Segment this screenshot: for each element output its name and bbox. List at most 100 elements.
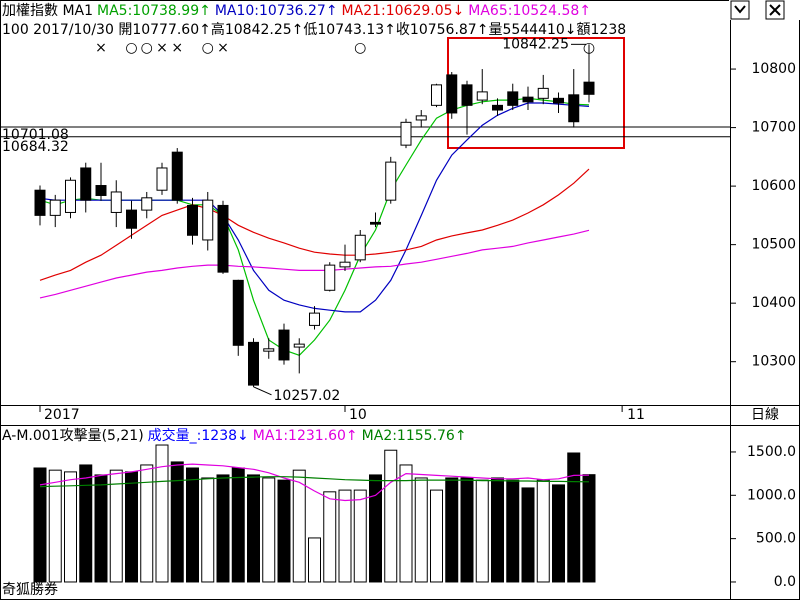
volume-bar: [445, 477, 459, 583]
candle-body: [217, 204, 229, 273]
candle-body: [537, 87, 549, 99]
header-item: MA5:10738.99↑: [97, 3, 211, 19]
candle-body: [431, 84, 442, 106]
header-item: MA10:10736.27↑: [215, 3, 338, 19]
candle-body: [65, 179, 76, 213]
header-item: MA2:1155.76↑: [362, 428, 467, 444]
candle-body: [476, 91, 488, 101]
y-tick-label: 10700: [751, 120, 796, 136]
volume-bar: [216, 474, 230, 583]
high-annotation: 10842.25: [502, 36, 569, 52]
candle-body: [370, 221, 381, 225]
volume-bar: [536, 479, 550, 583]
close-icon: [769, 4, 781, 16]
y-tick-label: 10600: [751, 178, 796, 194]
candle-body: [492, 104, 503, 111]
candle-body: [385, 161, 397, 201]
volume-bar: [79, 464, 93, 583]
y-tick-label: 10800: [751, 61, 796, 77]
volume-bar: [521, 487, 535, 583]
header-item: MA21:10629.05↓: [342, 3, 465, 19]
volume-bar: [308, 537, 321, 583]
candle-body: [141, 197, 153, 211]
y-tick-label: 500.0: [756, 531, 796, 547]
candle-body: [202, 199, 214, 241]
ma-line: [39, 463, 590, 502]
y-tick-label: 10500: [751, 237, 796, 253]
header-item: A-M.001攻擊量(5,21): [2, 427, 144, 444]
volume-bar: [125, 471, 138, 583]
x-tick-label: 11: [627, 407, 645, 423]
volume-bar: [140, 464, 154, 583]
candle-body: [34, 189, 46, 216]
volume-bar: [552, 484, 565, 583]
header-item: 成交量_:1238↓: [148, 427, 249, 444]
header-item: MA65:10524.58↑: [468, 3, 591, 19]
volume-bar: [292, 469, 306, 583]
volume-bar: [460, 477, 474, 583]
candle-body: [95, 185, 107, 196]
candle-body: [248, 341, 259, 386]
signal: ○: [354, 40, 366, 56]
volume-bar: [262, 477, 276, 583]
volume-bar: [323, 491, 337, 583]
y-tick-label: 0.0: [774, 574, 796, 590]
candle-body: [110, 191, 122, 213]
volume-bar: [109, 469, 123, 583]
volume-bar: [338, 489, 352, 583]
candle-body: [461, 84, 473, 106]
signal: ×: [95, 40, 107, 56]
y-tick-label: 10400: [751, 295, 796, 311]
signal: ○: [202, 40, 214, 56]
reference-label: 10684.32: [2, 139, 69, 155]
footer: 奇狐勝券: [2, 581, 58, 598]
signal: ×: [171, 40, 183, 56]
candle-body: [415, 115, 427, 121]
volume-header: A-M.001攻擊量(5,21) 成交量_:1238↓ MA1:1231.60↑ MA…: [2, 427, 467, 444]
candle-body: [507, 91, 519, 106]
dropdown-icon: [734, 5, 746, 14]
candle-body: [293, 343, 305, 348]
scroll-button[interactable]: [730, 0, 750, 20]
candle-body: [583, 81, 595, 95]
candle-body: [568, 94, 580, 123]
volume-bar: [567, 452, 581, 583]
volume-bar: [475, 479, 489, 583]
volume-bar: [48, 469, 62, 583]
volume-bar: [231, 467, 245, 583]
candle-body: [232, 279, 244, 346]
candle-body: [400, 121, 412, 146]
candle-body: [263, 348, 275, 352]
volume-bar: [247, 474, 260, 583]
candle-body: [278, 329, 290, 361]
volume-bar: [430, 489, 443, 583]
candle-body: [156, 167, 168, 191]
candle-body: [339, 261, 351, 268]
volume-bar: [155, 444, 169, 583]
signal: ×: [156, 40, 168, 56]
candle-body: [324, 264, 336, 291]
candle-body: [187, 204, 198, 236]
period-label: 日線: [751, 407, 779, 423]
candle-body: [126, 209, 137, 229]
y-tick-label: 1500.0: [747, 444, 796, 460]
x-tick-label: 10: [349, 407, 367, 423]
volume-bar: [353, 489, 367, 583]
volume-bar: [506, 479, 520, 583]
y-tick-label: 10300: [751, 354, 796, 370]
volume-bar: [33, 467, 47, 583]
volume-bar: [384, 449, 398, 583]
low-annotation: 10257.02: [274, 388, 341, 404]
volume-bar: [277, 479, 291, 583]
candle-body: [354, 234, 366, 261]
volume-bar: [414, 477, 428, 583]
signal: ○: [141, 40, 153, 56]
candle-body: [446, 74, 458, 114]
annotation-leader: [253, 386, 272, 396]
signal: ○: [583, 40, 595, 56]
candle-body: [309, 312, 320, 326]
header-item: MA1:1231.60↑: [253, 428, 358, 444]
volume-bar: [582, 474, 596, 583]
signal: ×: [217, 40, 229, 56]
volume-bar: [399, 464, 413, 583]
